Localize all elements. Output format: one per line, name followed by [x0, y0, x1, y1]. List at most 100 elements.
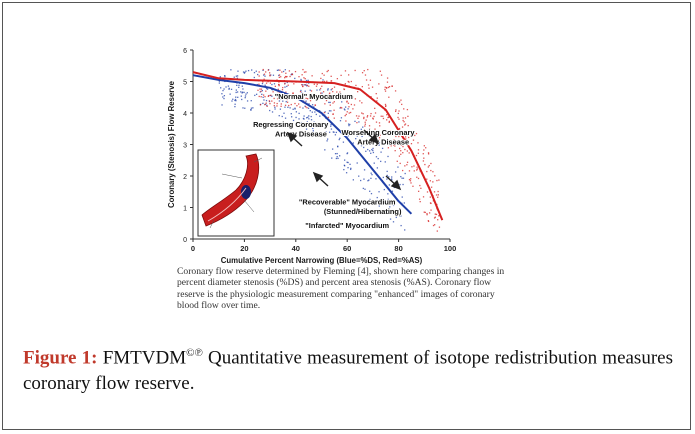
data-point: [285, 101, 287, 103]
data-point: [221, 104, 223, 106]
data-point: [402, 145, 404, 148]
chart-annotation: "Normal" Myocardium: [275, 92, 353, 101]
data-point: [354, 98, 357, 100]
data-point: [417, 142, 419, 144]
data-point: [378, 191, 380, 193]
data-point: [263, 73, 266, 75]
data-point: [316, 83, 318, 86]
data-point: [258, 71, 260, 73]
data-point: [400, 99, 402, 101]
data-point: [234, 98, 237, 101]
data-point: [329, 92, 331, 94]
data-point: [389, 218, 392, 220]
data-point: [314, 111, 316, 113]
data-point: [236, 91, 239, 93]
data-point: [238, 84, 240, 86]
data-point: [340, 74, 342, 77]
data-point: [292, 92, 294, 94]
data-point: [374, 112, 377, 114]
data-point: [345, 120, 347, 122]
data-point: [308, 118, 310, 120]
data-point: [319, 97, 321, 99]
data-point: [334, 93, 336, 96]
data-point: [395, 135, 397, 138]
data-point: [281, 96, 283, 98]
data-point: [319, 115, 321, 117]
data-point: [404, 165, 406, 167]
data-point: [276, 102, 278, 105]
data-point: [284, 86, 286, 88]
data-point: [378, 131, 380, 133]
data-point: [361, 112, 363, 114]
data-point: [367, 68, 369, 71]
data-point: [330, 128, 333, 130]
data-point: [416, 168, 419, 170]
data-point: [365, 79, 368, 81]
chart-annotation: (Stunned/Hibernating): [324, 207, 402, 216]
caption-product-name: FMTVDM: [102, 347, 187, 369]
data-point: [300, 78, 302, 81]
data-point: [329, 104, 331, 106]
data-point: [419, 200, 421, 203]
data-point: [388, 96, 390, 98]
data-point: [374, 107, 376, 110]
data-point: [330, 110, 332, 112]
data-point: [396, 160, 398, 162]
data-point: [315, 85, 318, 87]
data-point: [344, 94, 347, 97]
data-point: [313, 83, 315, 85]
data-point: [393, 139, 395, 141]
data-point: [346, 94, 349, 96]
data-point: [369, 198, 371, 201]
data-point: [383, 129, 386, 131]
data-point: [231, 100, 233, 102]
data-point: [408, 152, 410, 154]
data-point: [237, 96, 239, 98]
data-point: [366, 115, 369, 117]
data-point: [427, 220, 429, 222]
data-point: [306, 107, 308, 109]
data-point: [414, 134, 416, 137]
data-point: [280, 76, 282, 78]
data-point: [375, 92, 377, 95]
data-point: [223, 97, 225, 100]
data-point: [309, 100, 312, 102]
data-point: [403, 108, 405, 110]
data-point: [404, 117, 407, 119]
data-point: [240, 95, 242, 97]
data-point: [298, 76, 300, 78]
data-point: [313, 106, 315, 108]
data-point: [395, 141, 398, 143]
data-point: [300, 91, 303, 94]
data-point: [238, 86, 240, 89]
data-point: [417, 152, 419, 154]
data-point: [378, 144, 380, 146]
data-point: [349, 123, 351, 126]
data-point: [322, 91, 325, 93]
data-point: [278, 95, 280, 97]
data-point: [343, 94, 345, 97]
data-point: [257, 73, 259, 76]
data-point: [404, 148, 406, 151]
x-tick-label: 40: [292, 244, 300, 253]
data-point: [321, 135, 323, 137]
data-point: [288, 104, 290, 107]
data-point: [344, 70, 347, 72]
data-point: [278, 81, 280, 83]
data-point: [262, 69, 264, 72]
data-point: [432, 171, 434, 173]
data-point: [352, 96, 354, 98]
y-tick-label: 2: [183, 174, 187, 181]
data-point: [348, 81, 350, 83]
data-point: [339, 155, 341, 157]
label-line-2: [221, 173, 243, 179]
data-point: [341, 101, 343, 103]
data-point: [353, 104, 356, 106]
data-point: [263, 99, 265, 101]
data-point: [229, 93, 231, 95]
data-point: [400, 150, 402, 152]
data-point: [415, 132, 418, 135]
data-point: [278, 76, 280, 79]
data-point: [348, 124, 350, 127]
data-point: [301, 74, 303, 76]
